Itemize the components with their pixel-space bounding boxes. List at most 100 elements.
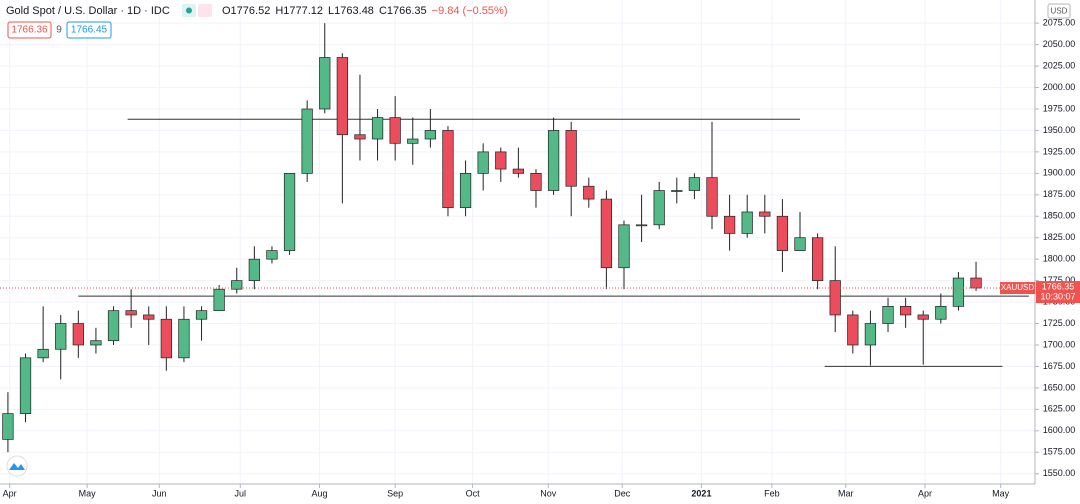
candle-body (37, 348, 49, 359)
candle-body (530, 172, 542, 191)
candle-body (882, 306, 894, 324)
chart-title: Gold Spot / U.S. Dollar · 1D · IDC (6, 5, 170, 17)
y-tick-label: 1575.00 (1043, 447, 1076, 457)
ohlc-value: L1763.48 (328, 5, 374, 17)
candle-body (741, 211, 753, 234)
candle-body (688, 177, 701, 191)
candle-body (935, 306, 947, 320)
logo (6, 455, 28, 477)
y-tick-label: 1675.00 (1043, 361, 1076, 371)
y-tick-label: 1700.00 (1043, 339, 1076, 349)
y-tick-label: 2000.00 (1043, 82, 1076, 92)
symbol-label-box (1000, 282, 1035, 295)
candle-body (547, 130, 560, 191)
y-tick-label: 1625.00 (1043, 404, 1076, 414)
x-tick-label: Oct (466, 488, 481, 498)
ohlc-value: H1777.12 (275, 5, 323, 17)
y-tick-label: 1800.00 (1043, 254, 1076, 264)
ohlc-value: C1766.35 (379, 5, 427, 17)
currency-box[interactable] (1047, 3, 1071, 19)
currency: USD (1051, 7, 1068, 16)
y-tick-label: 1550.00 (1043, 468, 1076, 478)
candle-body (336, 57, 348, 136)
candle-body (952, 277, 965, 307)
candle-body (195, 310, 208, 320)
bid-price: 1766.36 (11, 25, 48, 36)
candle-body (107, 310, 120, 342)
candle-body (72, 323, 84, 346)
y-tick-label: 2075.00 (1043, 18, 1076, 28)
candle-body (283, 172, 296, 251)
x-tick-label: Aug (311, 488, 327, 498)
y-tick-label: 1725.00 (1043, 318, 1076, 328)
x-tick-label: Apr (918, 488, 932, 498)
bid-box[interactable] (7, 21, 52, 39)
candle-body (899, 306, 912, 316)
ask-price: 1766.45 (71, 25, 108, 36)
x-tick-label: Feb (764, 488, 780, 498)
y-tick-label: 1900.00 (1043, 168, 1076, 178)
candle-body (811, 237, 824, 281)
candle-body (213, 288, 225, 312)
y-tick-label: 1600.00 (1043, 425, 1076, 435)
price-label: 1766.35 (1042, 281, 1075, 291)
candle-body (600, 198, 613, 269)
x-tick-label: Dec (614, 488, 631, 498)
x-tick-label: Jun (152, 488, 167, 498)
y-tick-label: 2025.00 (1043, 60, 1076, 70)
candle-body (143, 314, 155, 320)
y-tick-label: 1975.00 (1043, 103, 1076, 113)
ask-box[interactable] (66, 21, 112, 39)
candle-body (970, 277, 982, 289)
x-tick-label: Sep (387, 488, 403, 498)
y-tick-label: 1925.00 (1043, 146, 1076, 156)
spread: 9 (56, 25, 62, 36)
y-tick-label: 2050.00 (1043, 39, 1076, 49)
candle-body (371, 117, 384, 140)
candle-body (671, 190, 683, 192)
candle-body (2, 413, 14, 440)
candle-body (495, 151, 507, 170)
y-tick-label: 1950.00 (1043, 125, 1076, 135)
candle-body (266, 250, 278, 260)
x-tick-label: May (79, 488, 97, 498)
y-tick-label: 1650.00 (1043, 382, 1076, 392)
x-tick-label: Mar (838, 488, 854, 498)
candle-body (794, 237, 806, 251)
indicator-dot (186, 7, 192, 14)
candle-body (178, 318, 190, 359)
candle-body (301, 108, 313, 174)
y-tick-label: 1825.00 (1043, 232, 1076, 242)
candle-body (759, 211, 771, 217)
price-label-box (1036, 281, 1080, 304)
candle-body (512, 168, 525, 174)
candle-body (442, 130, 454, 209)
candle-body (477, 151, 489, 174)
y-tick-label: 1875.00 (1043, 189, 1076, 199)
candle-body (635, 224, 648, 227)
candle-body (829, 280, 841, 316)
candle-body (90, 340, 102, 346)
candle-body (389, 117, 401, 144)
x-tick-label: May (992, 488, 1010, 498)
candle-body (565, 130, 577, 187)
candle-body (160, 318, 172, 359)
y-tick-label: 1850.00 (1043, 211, 1076, 221)
candle-body (248, 258, 260, 281)
candle-body (459, 172, 472, 209)
candle-body (319, 57, 331, 110)
x-tick-label: Nov (540, 488, 557, 498)
candle-body (231, 280, 243, 290)
y-tick-label: 1775.00 (1043, 275, 1076, 285)
candle-body (847, 314, 859, 346)
indicator-icon[interactable] (198, 4, 212, 17)
ohlc-value: −9.84 (−0.55%) (432, 5, 508, 17)
symbol-label: XAUUSD (1001, 283, 1035, 292)
countdown: 10:30:07 (1040, 291, 1075, 301)
candle-body (618, 224, 630, 269)
x-tick-label: 2021 (691, 488, 711, 498)
ohlc-value: O1776.52 (222, 5, 270, 17)
candle-body (424, 130, 437, 140)
